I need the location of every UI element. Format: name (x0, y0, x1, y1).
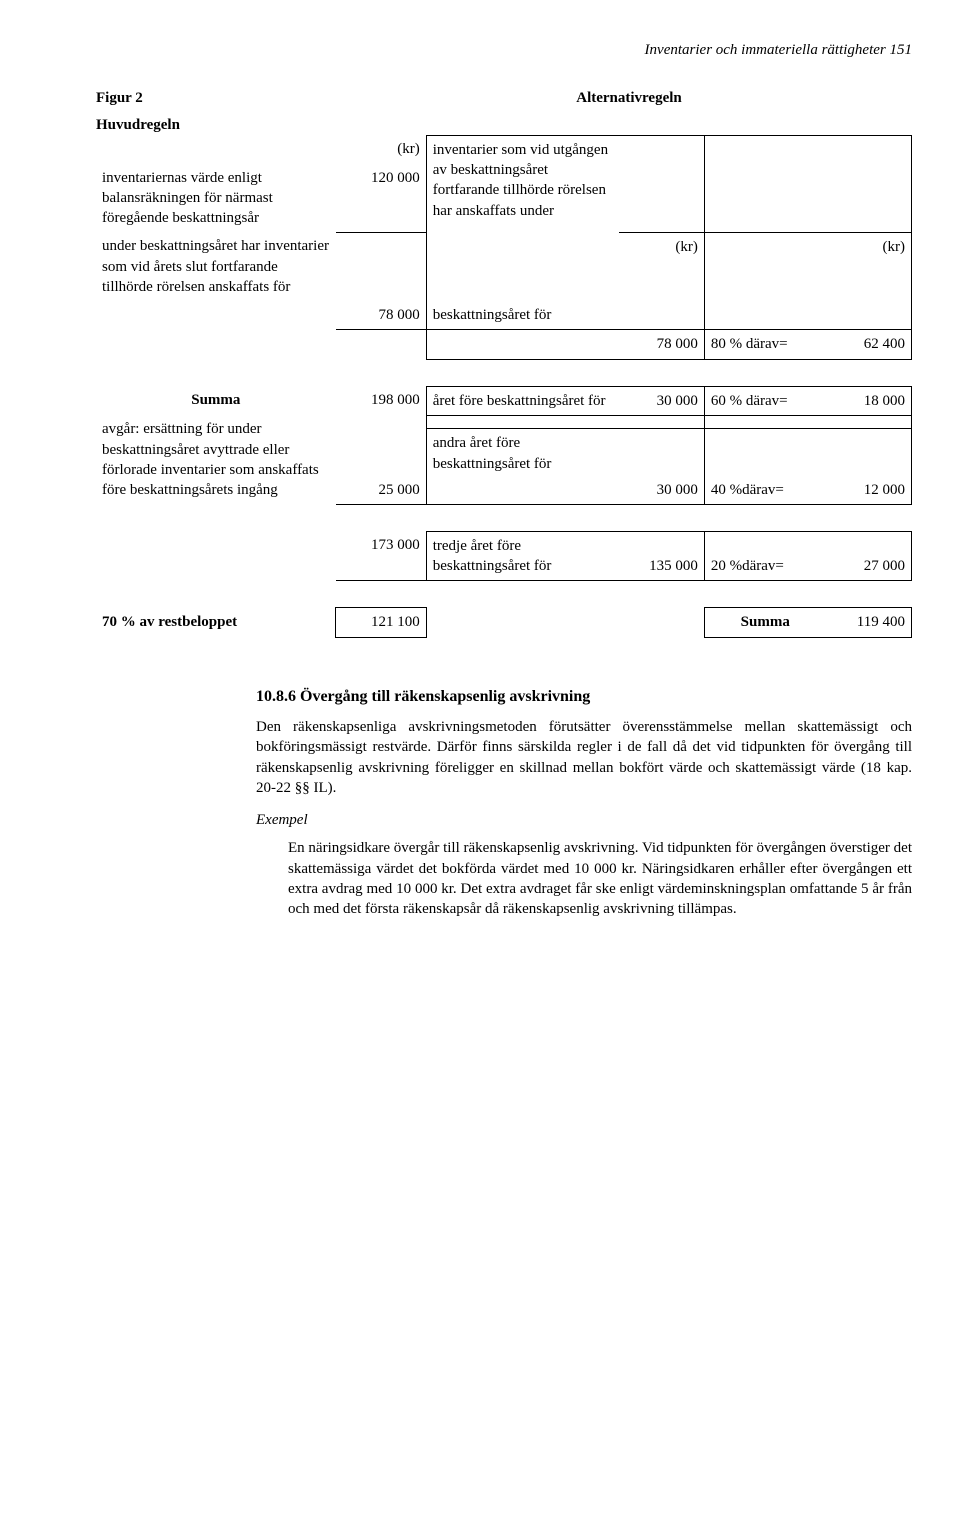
left-net-val: 173 000 (336, 531, 427, 581)
header-text: Inventarier och immateriella rättigheter… (645, 42, 912, 58)
left-kr-label: (kr) (336, 135, 427, 163)
right-r3-res: 27 000 (826, 531, 912, 581)
left-row1-desc: inventariernas värde enligt balansräknin… (96, 164, 336, 233)
right-r2-desc: andra året före beskattningsåret för (426, 429, 618, 504)
figure-titles: Figur 2 Huvudregeln Alternativregeln (96, 88, 912, 135)
right-r2-val: 30 000 (619, 429, 705, 504)
right-r3-desc: tredje året före beskattningsåret för (426, 531, 618, 581)
right-r3-val: 135 000 (619, 531, 705, 581)
section-p1: Den räkenskapsenliga avskrivningsmetoden… (256, 717, 912, 798)
right-r1-pct: 60 % därav= (704, 386, 825, 415)
right-r1-desc: året före beskattningsåret för (426, 386, 618, 415)
left-deduct-val: 25 000 (336, 415, 427, 504)
right-r0-desc: beskattningsåret för (426, 261, 618, 330)
left-pct-val: 121 100 (336, 608, 427, 637)
section-p2: En näringsidkare övergår till räkenskaps… (288, 838, 912, 919)
right-r1-res: 18 000 (826, 386, 912, 415)
right-r3-pct: 20 %därav= (704, 531, 825, 581)
right-r1-val: 30 000 (619, 386, 705, 415)
right-summa-label: Summa (704, 608, 825, 637)
left-row2-val: 78 000 (336, 301, 427, 330)
huvudregeln-label: Huvudregeln (96, 115, 346, 135)
right-r0-pct: 80 % därav= (704, 330, 825, 359)
right-r2-pct: 40 %därav= (704, 429, 825, 504)
figure-label: Figur 2 (96, 88, 346, 108)
left-row1-val: 120 000 (336, 164, 427, 233)
right-r0-val: 78 000 (619, 330, 705, 359)
left-deduct-desc: avgår: ersättning för under beskattnings… (96, 415, 336, 504)
section-heading: 10.8.6 Övergång till räkenskapsenlig avs… (256, 686, 912, 708)
figure-table: (kr) inventarier som vid utgången av bes… (96, 135, 912, 638)
left-pct-label: 70 % av restbeloppet (96, 608, 336, 637)
right-r2-res: 12 000 (826, 429, 912, 504)
left-summa-val: 198 000 (336, 386, 427, 415)
alternativregeln-label: Alternativregeln (346, 88, 912, 108)
right-summa-val: 119 400 (826, 608, 912, 637)
body-section: 10.8.6 Övergång till räkenskapsenlig avs… (256, 686, 912, 920)
example-label: Exempel (256, 810, 912, 830)
left-row2-desc: under beskattningsåret har inventarier s… (96, 232, 336, 301)
right-intro: inventarier som vid utgången av beskattn… (433, 142, 608, 219)
page-header: Inventarier och immateriella rättigheter… (96, 40, 912, 60)
right-r0-res: 62 400 (826, 330, 912, 359)
right-kr2: (kr) (826, 232, 912, 261)
right-kr1: (kr) (619, 232, 705, 261)
left-summa-label: Summa (96, 386, 336, 415)
